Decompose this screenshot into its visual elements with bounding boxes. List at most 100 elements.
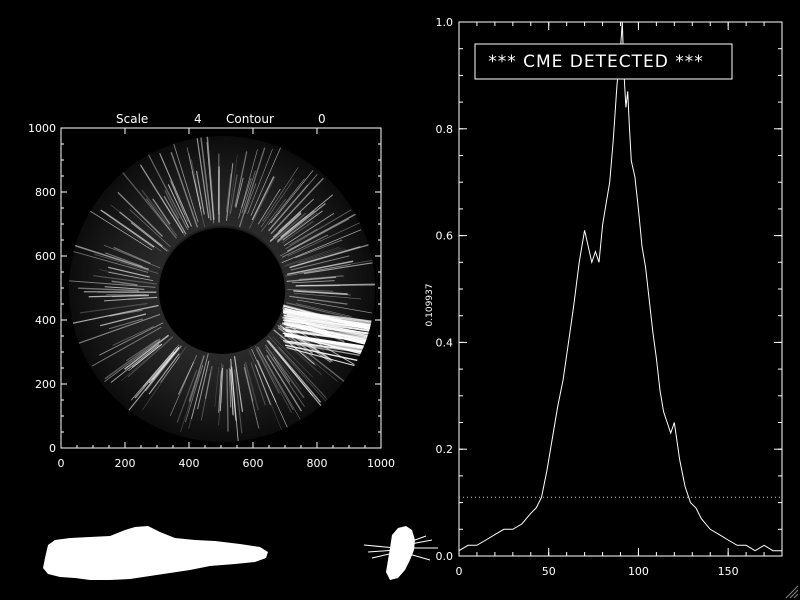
left-x-tick-label: 1000 (367, 457, 395, 470)
corona-streamer (301, 259, 375, 274)
corona-streamer (285, 246, 340, 266)
corona-streamer (72, 304, 159, 324)
cme-profile-chart: 0 50 100 150 0.0 0.2 0.4 0.6 0.8 1.0 0.109937 ***… (425, 16, 783, 578)
corona-streamer (104, 296, 158, 302)
corona-streamer (298, 275, 344, 281)
corona-streamer (238, 149, 258, 219)
corona-streamer (235, 177, 244, 208)
corona-streamer (119, 168, 178, 239)
corona-streamer (124, 334, 170, 370)
corona-streamer (134, 351, 175, 399)
resize-grip-icon[interactable] (785, 585, 799, 599)
corona-streamer (276, 212, 318, 244)
corona-streamer (108, 266, 150, 278)
corona-streamer (244, 361, 260, 411)
corona-streamer (230, 358, 237, 421)
corona-streamer (190, 159, 202, 210)
corona-streamer (104, 286, 145, 290)
corona-streamer (229, 174, 238, 214)
corona-streamer (228, 155, 238, 216)
corona-streamer (278, 347, 330, 402)
corona-streamer (254, 345, 293, 413)
corona-streamer (93, 275, 157, 285)
corona-streamer (176, 369, 198, 423)
corona-streamer (257, 188, 281, 225)
corona-streamer (294, 292, 362, 300)
corona-streamer (108, 271, 154, 282)
left-y-tick-label: 400 (35, 314, 56, 327)
corona-streamer (290, 255, 350, 271)
corona-streamer (234, 369, 243, 434)
left-y-tick-label: 600 (35, 250, 56, 263)
corona-streamer (247, 148, 273, 215)
corona-streamer (250, 145, 282, 216)
chart-y-tick-label: 0.8 (436, 123, 454, 136)
corona-streamer (282, 210, 323, 241)
corona-streamer (164, 190, 180, 219)
corona-streamer (225, 163, 234, 222)
corona-streamer (72, 250, 149, 273)
cme-bright-streak (282, 308, 373, 323)
corona-streamer (264, 346, 291, 384)
corona-streamer (279, 218, 350, 257)
corona-streamer (100, 313, 147, 327)
left-x-tick-label: 200 (115, 457, 136, 470)
series-layer (458, 21, 782, 552)
scale-label: Scale (116, 112, 148, 126)
corona-streamer (261, 198, 286, 232)
corona-streamer (71, 243, 149, 271)
corona-streamer (281, 220, 314, 244)
corona-streamer (228, 368, 232, 408)
cme-mask-shape (43, 526, 268, 580)
corona-streamer (279, 336, 322, 376)
corona-streamer (243, 367, 260, 429)
corona-streamer (78, 287, 139, 292)
corona-streamer (129, 209, 171, 247)
cme-bright-streak (286, 333, 373, 349)
left-axes: 0 200 400 600 800 1000 0 200 400 600 800 1000 (28, 122, 395, 470)
corona-streamer (186, 147, 202, 213)
left-x-tick-label: 0 (58, 457, 65, 470)
corona-streamer (241, 177, 252, 208)
corona-streamer (69, 280, 156, 288)
cme-bright-streak (284, 329, 373, 343)
corona-streamer (268, 184, 309, 231)
corona-streamer (265, 349, 305, 407)
corona-streamer (297, 299, 372, 314)
corona-streamer (289, 295, 348, 305)
corona-streamer (230, 369, 234, 415)
corona-streamer (93, 253, 159, 274)
corona-streamer (128, 343, 163, 372)
corona-streamer (126, 339, 158, 362)
corona-streamer (124, 347, 180, 416)
left-x-tick-label: 600 (243, 457, 264, 470)
corona-streamer (103, 244, 161, 269)
corona-streamer (144, 345, 182, 392)
corona-streamer (257, 359, 277, 403)
corona-streamer (163, 195, 187, 235)
corona-streamer (105, 252, 143, 268)
corona-streamer (139, 164, 184, 234)
corona-streamer (267, 340, 322, 403)
cme-detected-banner: *** CME DETECTED *** (474, 43, 733, 80)
corona-streamer (127, 336, 174, 378)
corona-streamer (119, 211, 163, 248)
corona-streamer (177, 361, 195, 395)
corona-streamer (110, 204, 170, 252)
corona-streamer (268, 335, 327, 398)
cme-detected-text: *** CME DETECTED *** (488, 52, 704, 72)
corona-streamer (152, 198, 171, 225)
corona-streamer (257, 347, 301, 420)
chart-axes: 0 50 100 150 0.0 0.2 0.4 0.6 0.8 1.0 (436, 16, 783, 578)
corona-streamer (289, 244, 370, 269)
corona-streamer (199, 136, 212, 221)
corona-streamer (250, 362, 266, 406)
corona-streamer (169, 179, 189, 223)
corona-streamer (273, 356, 291, 383)
corona-streamer (171, 181, 186, 216)
chart-y-label: 0.109937 (425, 284, 435, 327)
chart-x-tick-label: 150 (718, 565, 739, 578)
corona-streamer (99, 322, 164, 356)
contour-value: 0 (318, 112, 326, 126)
